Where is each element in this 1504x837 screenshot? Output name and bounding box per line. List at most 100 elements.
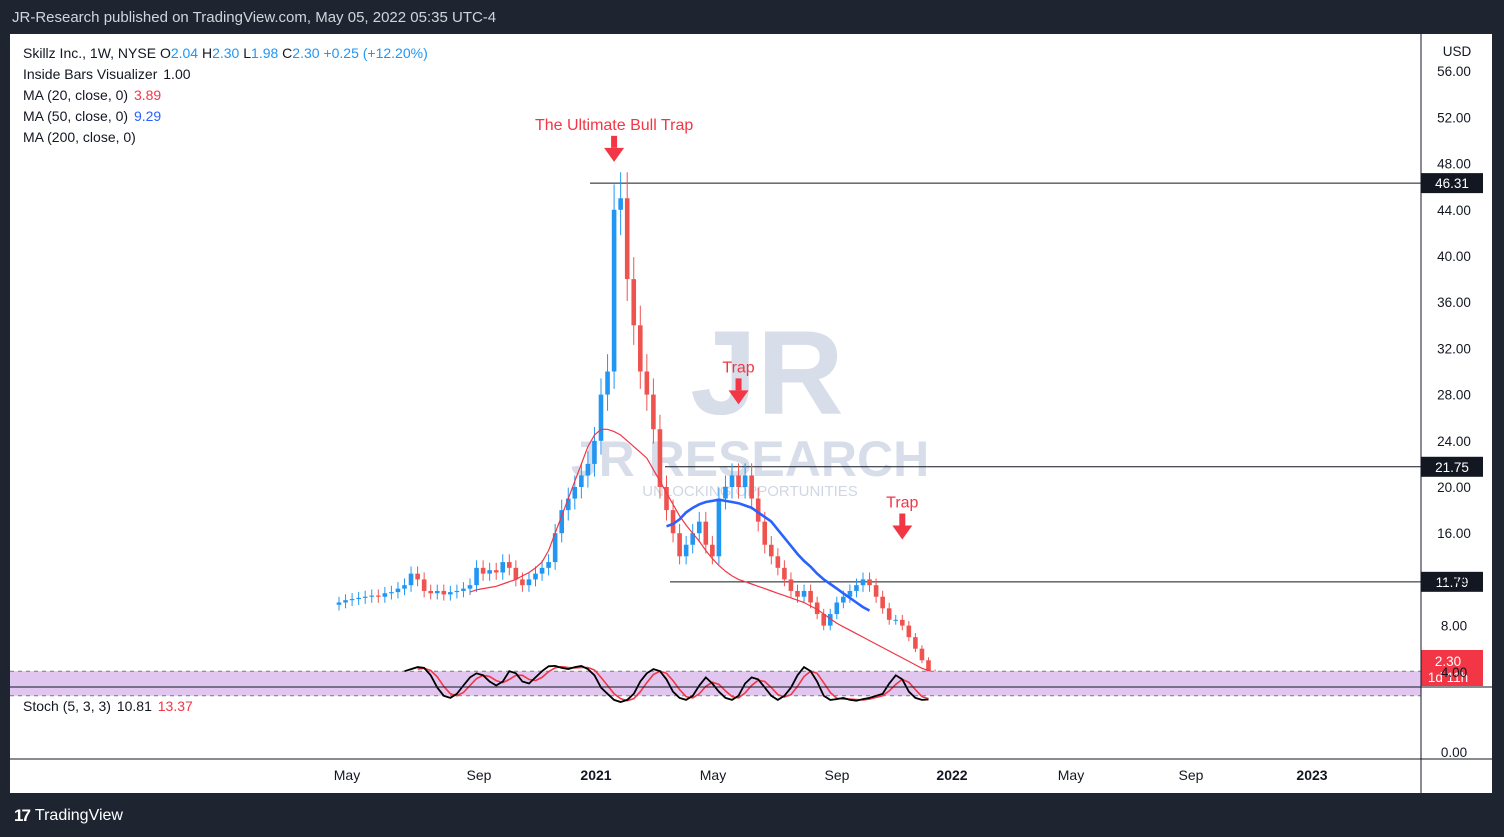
candle-body <box>605 371 610 395</box>
ma20-value: 3.89 <box>133 87 162 103</box>
annotation-label: Trap <box>886 495 918 512</box>
candle-body <box>657 429 663 487</box>
y-tick-label: 12.00 <box>1437 572 1471 587</box>
candle-body <box>356 597 361 600</box>
candle-body <box>487 570 492 574</box>
candle-body <box>788 579 794 591</box>
level-label: 46.31 <box>1435 176 1469 191</box>
candle-body <box>533 573 538 580</box>
candle-body <box>402 585 407 589</box>
candle-body <box>769 544 774 557</box>
watermark-letters: JR <box>690 306 843 440</box>
chart-frame: JR JR RESEARCH UNLOCKING OPPORTUNITIES 46.… <box>10 34 1492 793</box>
candle-body <box>369 595 375 597</box>
x-tick-label: Sep <box>467 767 492 783</box>
candle-body <box>428 590 433 594</box>
candle-body <box>906 625 912 638</box>
level-label: 11.79 <box>1436 575 1469 590</box>
ma20-label: MA (20, close, 0) <box>23 87 129 103</box>
candle-body <box>860 579 866 586</box>
candle-body <box>867 579 872 586</box>
y-unit-label: USD <box>1443 44 1472 59</box>
x-tick-label: 2022 <box>936 767 967 783</box>
candle-body <box>638 325 643 372</box>
axes: 56.00 52.00 48.00 44.00 40.00 36.00 32.00 28.00… <box>10 34 1492 793</box>
legend-ma20: MA (20, close, 0) 3.89 <box>23 87 161 103</box>
ma50-label: MA (50, close, 0) <box>23 108 129 124</box>
level-badge <box>1421 456 1483 477</box>
candle-body <box>801 590 807 597</box>
level-badge <box>1421 571 1483 592</box>
candle-body <box>474 567 479 586</box>
ohlc-high: 2.30 <box>212 45 240 61</box>
price-change: +0.25 (+12.20%) <box>323 45 428 61</box>
stoch-label: Stoch (5, 3, 3) <box>23 698 111 714</box>
candle-body <box>448 592 453 595</box>
stoch-d-value: 13.37 <box>157 698 193 714</box>
candle-body <box>415 573 420 580</box>
stoch-k-line <box>404 664 929 703</box>
annotation-arrow-head <box>728 390 749 405</box>
candle-body <box>585 463 591 476</box>
legend-symbol-row: Skillz Inc., 1W, NYSE O2.04 H2.30 L1.98 … <box>23 45 428 61</box>
candle-body <box>913 637 918 649</box>
candle-body <box>795 590 800 597</box>
candle-body <box>395 588 401 593</box>
candle-body <box>841 596 846 603</box>
tradingview-footer: 17 TradingView <box>14 806 123 826</box>
legend-ma200: MA (200, close, 0) <box>23 129 136 145</box>
annotation-arrow-shaft <box>735 378 742 391</box>
annotation-arrow-head <box>604 147 625 162</box>
legend-inside-bars: Inside Bars Visualizer 1.00 <box>23 66 191 82</box>
candle-body <box>343 600 348 603</box>
stochastic-pane <box>10 664 1421 703</box>
candle-body <box>677 533 682 557</box>
candle-body <box>716 498 722 557</box>
candle-body <box>349 599 355 601</box>
candle-body <box>690 533 695 545</box>
candle-body <box>782 567 787 580</box>
candle-body <box>886 608 892 620</box>
ohlc-high-label: H <box>201 45 213 61</box>
y-tick-label: 32.00 <box>1437 341 1471 356</box>
ohlc-open: 2.04 <box>170 45 199 61</box>
candle-body <box>880 596 885 609</box>
annotation-arrow-shaft <box>611 135 618 148</box>
candle-body <box>742 475 748 487</box>
candle-body <box>559 510 564 534</box>
candle-body <box>710 544 715 557</box>
y-tick-label: 28.00 <box>1437 388 1471 403</box>
candle-body <box>723 487 728 499</box>
candle-body <box>434 590 440 594</box>
candle-body <box>546 562 551 568</box>
last-price-countdown: 1d 11h <box>1428 670 1468 685</box>
candle-body <box>520 579 525 586</box>
candle-body <box>631 279 637 326</box>
stoch-k-value: 10.81 <box>116 698 152 714</box>
stoch-zero-label: 0.00 <box>1441 745 1467 760</box>
y-tick-label: 36.00 <box>1437 295 1471 310</box>
ohlc-low-label: L <box>243 45 252 61</box>
last-price-badge <box>1421 650 1483 686</box>
candle-body <box>467 585 473 589</box>
candle-body <box>618 198 623 210</box>
candle-body <box>441 590 447 595</box>
y-tick-label: 44.00 <box>1437 203 1471 218</box>
x-tick-label: 2023 <box>1296 767 1327 783</box>
level-badge <box>1421 173 1483 194</box>
candle-body <box>592 440 597 464</box>
candle-body <box>624 198 630 280</box>
candle-body <box>664 487 669 511</box>
y-tick-label: 4.00 <box>1441 665 1467 680</box>
candle-body <box>696 521 702 534</box>
candle-body <box>893 619 899 621</box>
candle-body <box>729 475 735 487</box>
y-tick-label: 48.00 <box>1437 157 1471 172</box>
annotation-label: The Ultimate Bull Trap <box>535 117 693 134</box>
ma50-value: 9.29 <box>133 108 162 124</box>
candle-body <box>572 487 578 499</box>
candle-body <box>480 567 486 574</box>
candle-body <box>670 510 676 534</box>
candle-body <box>847 590 853 597</box>
